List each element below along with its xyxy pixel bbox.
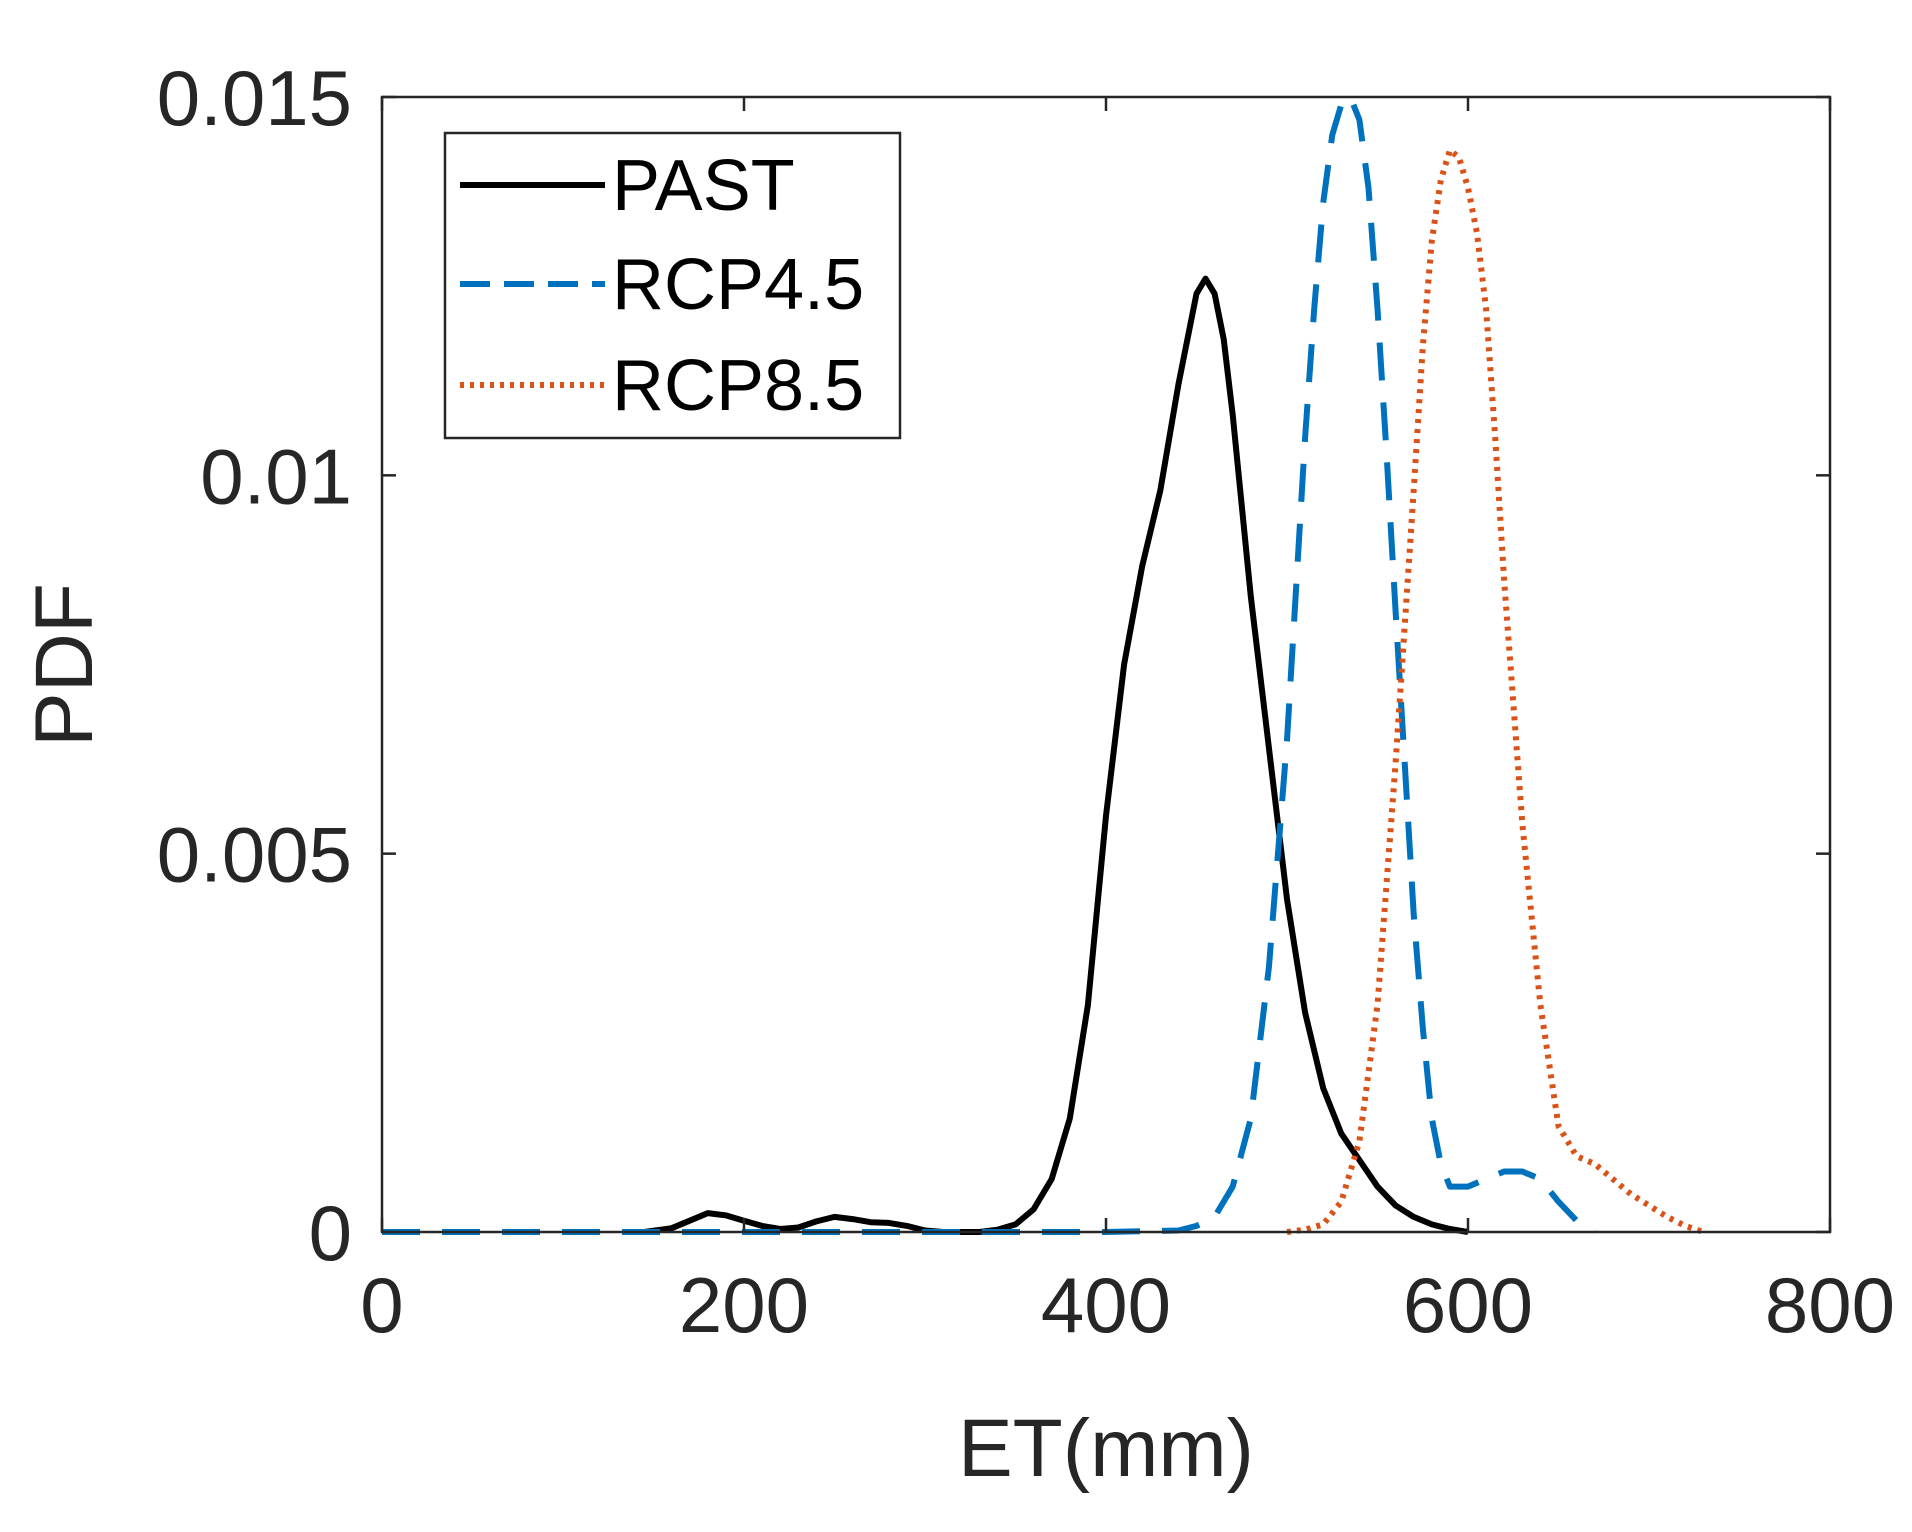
legend-label-past: PAST bbox=[612, 146, 795, 226]
y-tick-label: 0.005 bbox=[157, 811, 352, 899]
series-layer bbox=[382, 94, 1705, 1235]
series-line-rcp45 bbox=[382, 94, 1597, 1235]
y-tick-label: 0.01 bbox=[200, 432, 352, 520]
legend-label-rcp85: RCP8.5 bbox=[612, 346, 864, 426]
x-tick-label: 800 bbox=[1765, 1261, 1895, 1349]
y-axis-label: PDF bbox=[19, 583, 110, 747]
tick-label-layer: 0 200 400 600 800 0 0.005 0.01 0.015 bbox=[157, 54, 1895, 1349]
series-line-rcp85 bbox=[1286, 147, 1705, 1235]
y-tick-label: 0.015 bbox=[157, 54, 352, 142]
tick-layer bbox=[380, 95, 1832, 1234]
legend: PAST RCP4.5 RCP8.5 bbox=[443, 131, 902, 440]
x-tick-label: 400 bbox=[1041, 1261, 1171, 1349]
legend-label-rcp45: RCP4.5 bbox=[612, 245, 864, 325]
x-tick-label: 600 bbox=[1403, 1261, 1533, 1349]
x-tick-label: 0 bbox=[360, 1261, 403, 1349]
x-axis-label: ET(mm) bbox=[958, 1403, 1254, 1494]
series-line-past bbox=[644, 275, 1469, 1235]
y-tick-label: 0 bbox=[309, 1189, 352, 1277]
x-tick-label: 200 bbox=[679, 1261, 809, 1349]
